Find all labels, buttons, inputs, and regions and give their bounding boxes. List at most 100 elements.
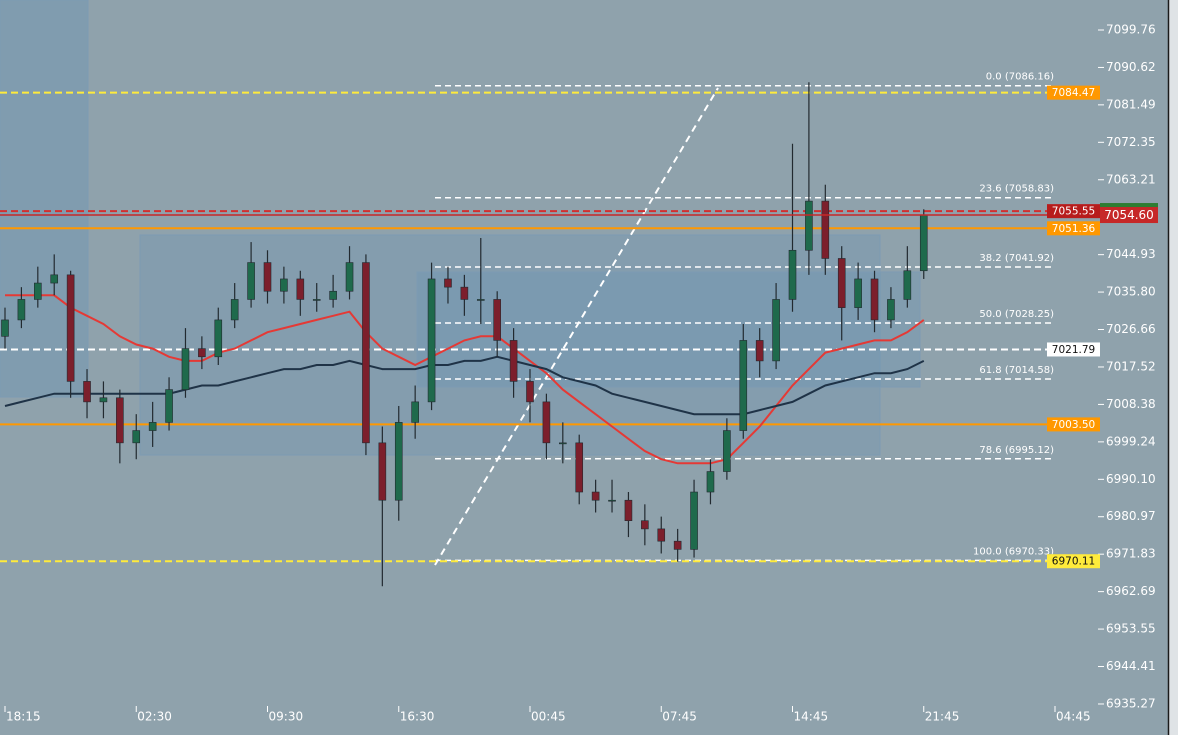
candle-body xyxy=(690,491,698,550)
y-tick-label: 7081.49 xyxy=(1106,97,1156,111)
price-tag-label: 7084.47 xyxy=(1052,87,1095,99)
candle-body xyxy=(17,299,26,321)
candle-body xyxy=(772,299,780,362)
y-tick-label: 6990.10 xyxy=(1106,472,1156,486)
y-tick-label: 6944.41 xyxy=(1106,659,1156,673)
y-tick-label: 7072.35 xyxy=(1106,135,1156,149)
right-strip xyxy=(1168,0,1178,735)
price-tag-label: 7003.50 xyxy=(1052,419,1095,431)
price-tag-label: 7051.36 xyxy=(1052,223,1096,235)
candle-body xyxy=(362,262,370,444)
candle-body xyxy=(706,471,715,493)
candle-body xyxy=(148,422,157,431)
price-tag xyxy=(1047,85,1100,100)
fib-label: 61.8 (7014.58) xyxy=(979,365,1054,376)
candle-body xyxy=(214,319,223,358)
candle-body xyxy=(116,397,124,444)
candle-body xyxy=(66,274,75,382)
fib-trend-line xyxy=(434,87,719,566)
candle-body xyxy=(673,540,682,550)
x-tick-label: 21:45 xyxy=(925,710,960,724)
price-tag-label: 7055.55 xyxy=(1052,206,1095,218)
candle-body xyxy=(312,299,321,301)
x-tick-label: 04:45 xyxy=(1056,710,1091,724)
x-tick-label: 09:30 xyxy=(269,710,304,724)
candle-body xyxy=(460,286,469,300)
candle-body xyxy=(837,258,846,308)
last-price-tag xyxy=(1100,207,1158,224)
candle-body xyxy=(591,491,600,501)
candle-body xyxy=(755,340,764,362)
candle-body xyxy=(181,348,190,390)
candle-body xyxy=(165,389,173,423)
price-tag xyxy=(1047,417,1100,432)
candle-body xyxy=(263,262,272,292)
price-tag xyxy=(1047,342,1100,357)
moving-average xyxy=(5,294,925,465)
y-tick-label: 7035.80 xyxy=(1106,285,1156,299)
candle-body xyxy=(509,340,518,382)
candle-body xyxy=(723,430,731,472)
candle-body xyxy=(476,299,485,301)
price-tag-label: 6970.11 xyxy=(1052,556,1095,568)
candle-body xyxy=(526,381,534,403)
candle-body xyxy=(887,299,895,321)
candle-body xyxy=(542,401,551,444)
y-tick-label: 7099.76 xyxy=(1106,22,1156,36)
x-tick-label: 16:30 xyxy=(400,710,435,724)
fib-label: 38.2 (7041.92) xyxy=(979,253,1054,264)
candle-body xyxy=(903,270,912,300)
last-price-tab xyxy=(1100,203,1158,209)
candle-body xyxy=(329,290,337,300)
price-tag xyxy=(1047,554,1100,569)
candle-body xyxy=(345,262,354,292)
y-tick-label: 6980.97 xyxy=(1106,509,1156,523)
candle-body xyxy=(788,249,797,300)
moving-average xyxy=(4,355,925,416)
candle-body xyxy=(83,381,91,403)
plot-layer: 7099.76 7090.62 7081.49 7072.35 7063.21 7044.… xyxy=(0,22,1158,724)
price-tag xyxy=(1047,204,1100,219)
price-tag xyxy=(1047,221,1100,236)
candle-body xyxy=(575,442,584,493)
x-tick-label: 07:45 xyxy=(662,710,697,724)
y-tick-label: 6971.83 xyxy=(1106,547,1156,561)
fib-label: 78.6 (6995.12) xyxy=(979,445,1054,456)
x-tick-label: 02:30 xyxy=(137,710,172,724)
candle-body xyxy=(608,499,616,502)
fib-label: 23.6 (7058.83) xyxy=(979,184,1054,195)
y-tick-label: 7044.93 xyxy=(1106,247,1156,261)
candle-body xyxy=(739,340,748,431)
fib-label: 50.0 (7028.25) xyxy=(979,309,1054,320)
price-tag-label: 7021.79 xyxy=(1052,344,1095,356)
fib-label: 100.0 (6970.33) xyxy=(973,546,1054,557)
y-tick-label: 7026.66 xyxy=(1106,322,1156,336)
candle-body xyxy=(444,278,452,288)
y-tick-label: 6999.24 xyxy=(1106,434,1156,448)
candle-body xyxy=(805,200,813,251)
candle-body xyxy=(296,278,305,300)
y-tick-label: 7008.38 xyxy=(1106,397,1156,411)
candle-body xyxy=(1,319,9,337)
last-price-label: 7054.60 xyxy=(1104,208,1154,222)
candle-body xyxy=(132,430,141,444)
candle-body xyxy=(411,401,419,423)
candle-body xyxy=(493,299,501,341)
candle-body xyxy=(854,278,862,308)
candle-body xyxy=(624,499,633,522)
candle-body xyxy=(247,262,255,300)
x-tick-label: 00:45 xyxy=(531,710,566,724)
candle-body xyxy=(34,282,42,300)
y-tick-label: 6962.69 xyxy=(1106,584,1156,598)
candle-body xyxy=(378,442,387,501)
candle-body xyxy=(657,528,666,542)
candle-body xyxy=(230,299,239,321)
fib-label: 0.0 (7086.16) xyxy=(986,72,1054,83)
y-tick-label: 7063.21 xyxy=(1106,172,1156,186)
candle-body xyxy=(870,278,879,321)
x-tick-label: 14:45 xyxy=(794,710,829,724)
candle-body xyxy=(198,348,206,358)
